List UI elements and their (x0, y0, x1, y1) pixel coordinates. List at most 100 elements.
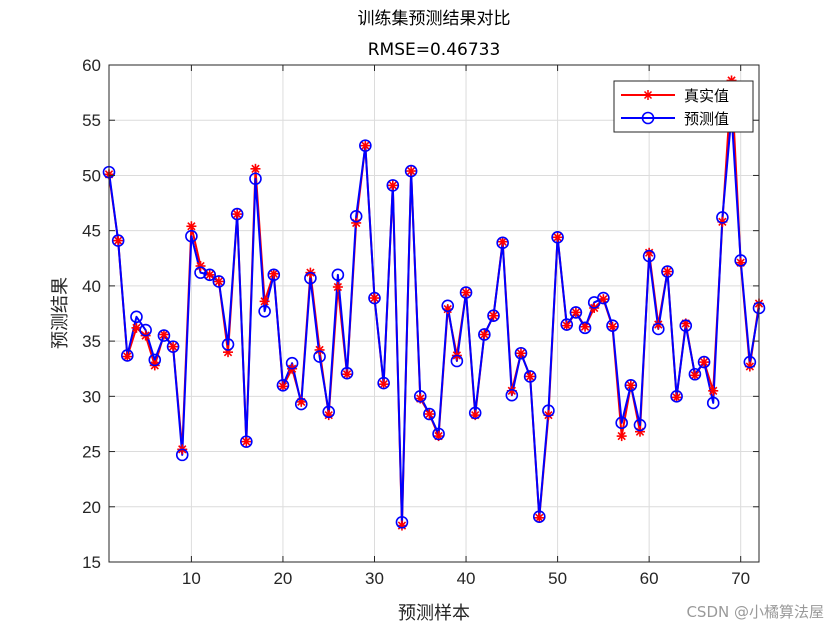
data-point-actual (195, 261, 206, 272)
grid (109, 64, 759, 563)
chart-subtitle: RMSE=0.46733 (368, 40, 501, 60)
x-tick-label: 60 (640, 569, 659, 588)
data-point-predicted (230, 207, 244, 221)
x-tick-label: 40 (457, 569, 476, 588)
data-point-actual (616, 431, 627, 442)
data-point-actual (113, 235, 124, 246)
data-point-actual (277, 381, 288, 392)
data-point-predicted (523, 370, 537, 383)
x-tick-label: 50 (548, 569, 567, 588)
data-point-predicted (285, 356, 299, 370)
data-point-actual (259, 296, 270, 307)
data-point-actual (497, 236, 508, 247)
data-point-predicted (340, 366, 354, 380)
data-point-actual (515, 348, 526, 359)
data-point-predicted (441, 299, 455, 313)
data-point-predicted (240, 435, 253, 448)
data-point-predicted (368, 291, 381, 305)
legend-box (613, 80, 754, 133)
data-point-predicted (697, 355, 711, 369)
data-point-actual (479, 329, 490, 340)
data-point-predicted (578, 321, 592, 335)
data-point-predicted (606, 319, 619, 332)
data-point-actual (360, 140, 371, 151)
data-point-actual (625, 380, 636, 391)
data-point-predicted (597, 291, 610, 305)
data-point-predicted (249, 172, 262, 186)
data-point-predicted (542, 404, 555, 417)
data-point-predicted (661, 265, 674, 278)
y-tick-label: 50 (82, 166, 101, 185)
data-point-predicted (111, 234, 125, 247)
data-point-predicted (505, 388, 519, 402)
data-point-predicted (468, 406, 482, 420)
data-point-actual (314, 344, 325, 355)
data-point-predicted (569, 306, 583, 319)
y-tick-label: 40 (82, 277, 101, 296)
y-tick-label: 45 (82, 222, 101, 241)
data-point-actual (268, 268, 279, 279)
data-point-predicted (395, 515, 409, 529)
y-tick-label: 20 (82, 498, 101, 517)
legend-marker-actual (643, 90, 653, 100)
y-tick-label: 25 (82, 443, 101, 462)
data-point-predicted (359, 139, 372, 152)
data-point-actual (213, 276, 224, 287)
data-point-predicted (496, 236, 509, 250)
data-point-predicted (313, 350, 326, 363)
data-point-predicted (487, 309, 500, 323)
data-point-actual (332, 281, 343, 292)
data-point-predicted (166, 340, 180, 353)
y-tick-label: 60 (82, 56, 101, 75)
data-point-actual (598, 294, 609, 305)
data-point-actual (634, 426, 645, 437)
data-point-actual (387, 180, 398, 191)
data-point-actual (552, 232, 563, 243)
x-axis-label: 预测样本 (398, 603, 470, 624)
data-point-predicted (194, 266, 207, 279)
data-point-predicted (157, 329, 171, 342)
data-point-predicted (322, 405, 336, 419)
data-point-actual (158, 329, 169, 340)
data-point-predicted (377, 376, 390, 390)
y-tick-label: 55 (82, 111, 101, 130)
data-point-predicted (258, 304, 271, 318)
data-point-predicted (331, 268, 345, 282)
data-point-predicted (743, 355, 757, 369)
x-tick-label: 10 (182, 569, 201, 588)
x-tick-label: 20 (273, 569, 292, 588)
data-point-actual (406, 166, 417, 177)
data-point-predicted (304, 271, 317, 285)
data-point-predicted (267, 268, 281, 282)
y-tick-label: 15 (82, 553, 101, 572)
data-point-predicted (203, 268, 217, 282)
data-point-actual (232, 209, 243, 220)
data-point-predicted (413, 390, 427, 403)
data-point-predicted (212, 275, 226, 288)
data-point-predicted (624, 378, 638, 392)
data-point-actual (461, 287, 472, 298)
data-point-predicted (294, 397, 308, 411)
data-point-actual (378, 379, 389, 390)
data-point-predicted (148, 353, 162, 367)
y-axis-label: 预测结果 (50, 277, 71, 349)
data-point-predicted (175, 448, 189, 462)
data-point-actual (708, 385, 719, 396)
data-point-predicted (688, 367, 702, 381)
data-point-predicted (734, 254, 747, 267)
data-point-actual (699, 357, 710, 368)
data-point-actual (561, 320, 572, 331)
legend-marker-predicted (641, 111, 655, 125)
data-point-actual (488, 310, 499, 321)
data-point-predicted (560, 318, 574, 331)
data-point-actual (671, 392, 682, 403)
data-point-predicted (404, 164, 418, 178)
data-point-predicted (276, 378, 290, 392)
data-point-actual (744, 361, 755, 372)
data-point-predicted (679, 319, 693, 332)
data-point-actual (186, 221, 197, 232)
data-point-predicted (478, 328, 491, 341)
legend: 真实值 预测值 (613, 80, 754, 133)
ticks: 15 20 25 30 35 40 45 50 55 60 10 20 30 40 50 60 70 (82, 56, 759, 588)
